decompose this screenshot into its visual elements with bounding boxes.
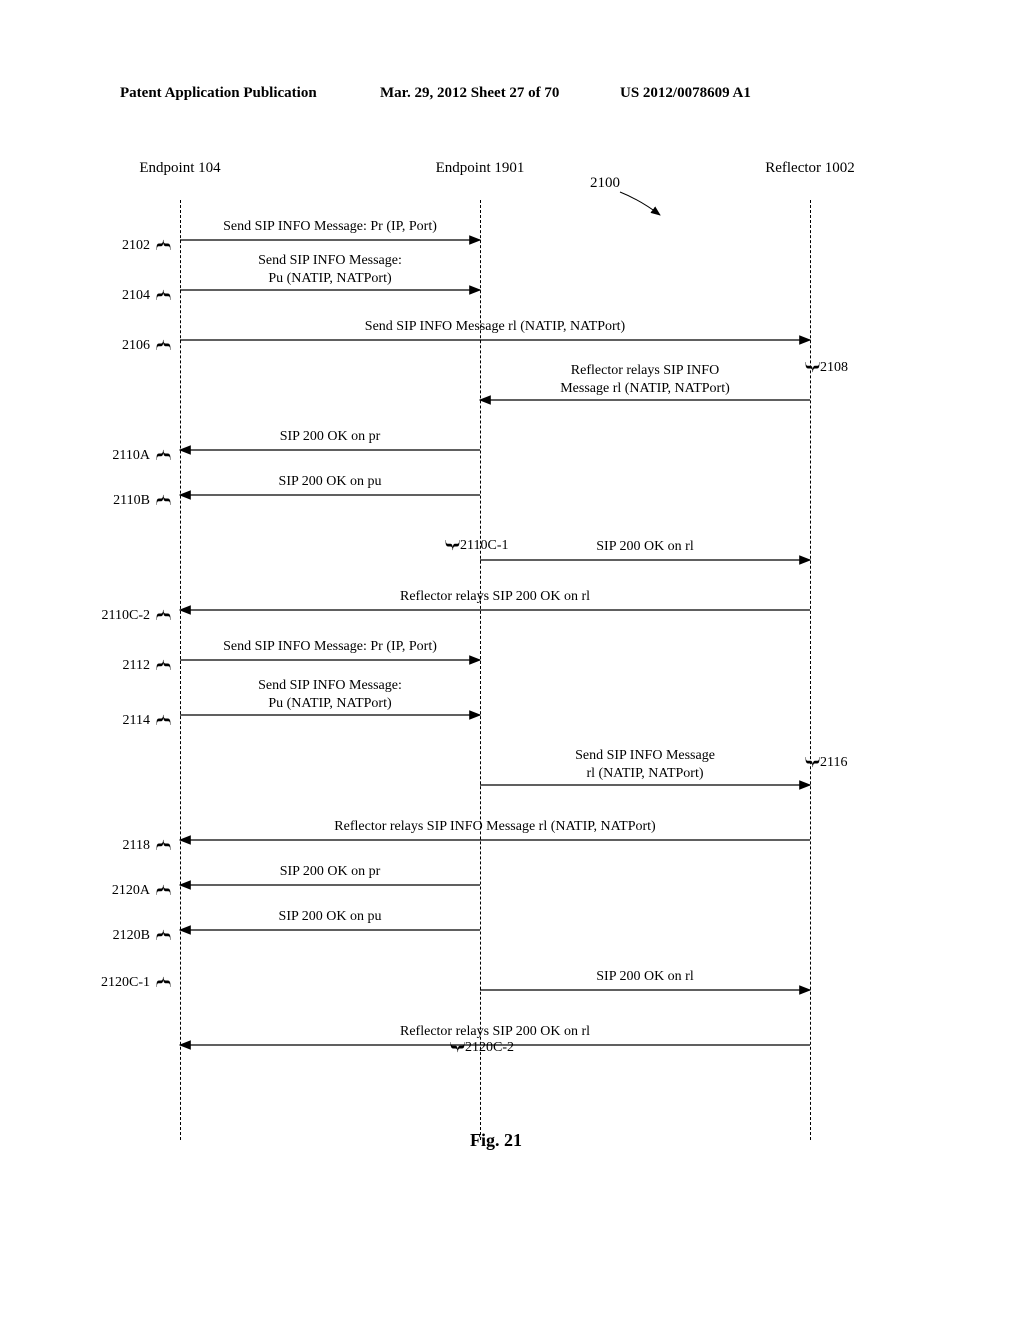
step-number: 2110A [95,448,150,464]
step-brace-icon: } [444,537,463,553]
message-label: Reflector relays SIP INFO Message rl (NA… [188,818,802,836]
message-label: Reflector relays SIP 200 OK on rl [188,588,802,606]
step-number: 2120C-2 [465,1040,514,1056]
lifeline-label: Endpoint 104 [110,160,250,177]
step-number: 2110C-1 [460,538,508,554]
figure-number: 2100 [590,175,620,192]
step-brace-icon: } [804,754,823,770]
lifeline [480,200,482,1140]
step-brace-icon: } [449,1039,468,1055]
step-number: 2108 [820,360,848,376]
message-label: Send SIP INFO Message: Pr (IP, Port) [188,638,472,656]
step-number: 2104 [95,288,150,304]
step-number: 2102 [95,238,150,254]
header-pub-number: US 2012/0078609 A1 [620,85,751,102]
step-brace-icon: } [154,927,173,943]
step-brace-icon: } [154,337,173,353]
step-number: 2110C-2 [95,608,150,624]
step-brace-icon: } [154,657,173,673]
lifeline [180,200,182,1140]
step-number: 2118 [95,838,150,854]
message-label: Reflector relays SIP INFO Message rl (NA… [488,362,802,397]
message-label: SIP 200 OK on pu [188,908,472,926]
step-number: 2120C-1 [95,975,150,991]
message-label: Send SIP INFO Message rl (NATIP, NATPort… [188,318,802,336]
step-number: 2106 [95,338,150,354]
step-brace-icon: } [154,974,173,990]
step-brace-icon: } [154,882,173,898]
message-label: SIP 200 OK on pr [188,428,472,446]
header-date-sheet: Mar. 29, 2012 Sheet 27 of 70 [380,85,559,102]
step-number: 2110B [95,493,150,509]
step-brace-icon: } [154,492,173,508]
message-label: Send SIP INFO Message: Pu (NATIP, NATPor… [188,677,472,712]
step-brace-icon: } [154,837,173,853]
message-label: SIP 200 OK on rl [488,968,802,986]
step-brace-icon: } [154,237,173,253]
message-label: Send SIP INFO Message rl (NATIP, NATPort… [488,747,802,782]
lifeline-label: Endpoint 1901 [410,160,550,177]
message-label: Reflector relays SIP 200 OK on rl [188,1023,802,1041]
message-label: SIP 200 OK on pu [188,473,472,491]
message-label: Send SIP INFO Message: Pr (IP, Port) [188,218,472,236]
step-brace-icon: } [154,447,173,463]
step-number: 2120A [95,883,150,899]
lifeline [810,200,812,1140]
sequence-diagram: Endpoint 104Endpoint 1901Reflector 10022… [150,160,870,1160]
step-number: 2120B [95,928,150,944]
message-label: Send SIP INFO Message: Pu (NATIP, NATPor… [188,252,472,287]
lifeline-label: Reflector 1002 [740,160,880,177]
step-brace-icon: } [154,712,173,728]
figure-caption: Fig. 21 [470,1130,522,1151]
arrows-layer [150,160,870,1160]
step-brace-icon: } [804,359,823,375]
header-publication: Patent Application Publication [120,85,317,102]
step-number: 2112 [95,658,150,674]
step-brace-icon: } [154,287,173,303]
step-number: 2116 [820,755,847,771]
message-label: SIP 200 OK on rl [488,538,802,556]
step-number: 2114 [95,713,150,729]
message-label: SIP 200 OK on pr [188,863,472,881]
step-brace-icon: } [154,607,173,623]
